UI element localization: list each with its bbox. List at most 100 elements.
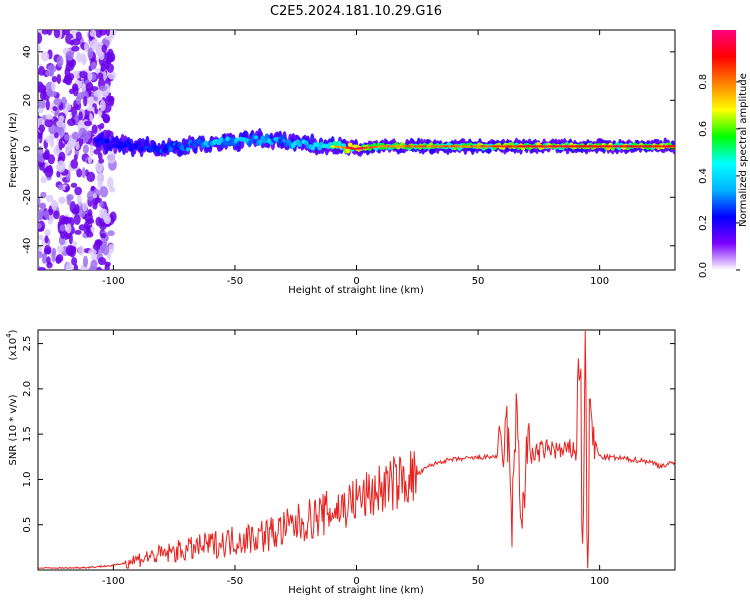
spectrogram-cell — [38, 99, 46, 110]
spectrogram-cell — [56, 244, 64, 254]
spectrogram-cell — [97, 110, 103, 117]
x-tick-label: -50 — [227, 276, 243, 287]
y-tick-label: -40 — [22, 238, 33, 254]
spectrogram-cell — [65, 102, 72, 111]
spectrogram-cell — [92, 193, 98, 199]
spectrogram-cell — [345, 147, 351, 154]
spectrogram-cell — [72, 240, 78, 247]
spectrogram-cell — [71, 257, 78, 266]
spectrogram-cell — [304, 140, 309, 146]
spectrogram-cell — [65, 262, 73, 270]
spectrogram-cell — [81, 129, 89, 138]
spectrogram-cell — [310, 145, 316, 151]
spectrogram-cell — [63, 216, 69, 223]
spectrogram-cell — [106, 55, 115, 62]
spectrogram-cell — [225, 136, 231, 142]
spectrogram-cell — [72, 83, 79, 92]
spectrogram-cell — [38, 196, 41, 205]
colorbar: 0.0 0.2 0.4 0.6 0.8 Normalized spectral ampl… — [698, 30, 749, 278]
spectrogram-cell — [86, 106, 95, 112]
spectrogram-cell — [44, 118, 54, 128]
spectrogram-cell — [88, 249, 97, 256]
spectrogram-cell — [46, 194, 54, 203]
colorbar-tick-label: 0.6 — [698, 121, 709, 137]
spectrogram-cell — [71, 38, 81, 46]
spectrogram-cell — [40, 176, 48, 184]
spectrogram-cell — [93, 89, 103, 98]
spectrogram-cell — [74, 229, 82, 235]
spectrogram-cell — [135, 142, 141, 148]
spectrogram-cell — [96, 142, 101, 148]
spectrogram-cell — [41, 30, 49, 35]
x-tick-label: -50 — [227, 576, 243, 587]
spectrogram-cell — [314, 141, 320, 148]
spectrogram-cell — [73, 264, 79, 270]
spectrogram-cell — [40, 191, 47, 199]
spectrogram-cell — [102, 244, 110, 256]
spectrogram-cell — [75, 142, 80, 150]
spectrogram-cell — [87, 47, 94, 60]
spectrogram-cell — [91, 254, 97, 261]
spectrogram-y-label: Frequency (Hz) — [8, 112, 19, 188]
spectrogram-cell — [87, 72, 93, 81]
spectrogram-cell — [40, 51, 50, 62]
spectrogram-cell — [98, 85, 107, 92]
snr-y-scale-text: (x104) — [5, 329, 19, 360]
spectrogram-cell — [102, 113, 111, 124]
spectrogram-cell — [99, 122, 105, 129]
spectrogram-cell — [45, 70, 54, 77]
spectrogram-cell — [63, 30, 70, 36]
spectrogram-cell — [84, 120, 93, 127]
spectrogram-cell — [105, 30, 111, 37]
spectrogram-cell — [107, 176, 114, 189]
spectrogram-marks — [38, 30, 675, 270]
colorbar-tick-label: 0.0 — [698, 262, 709, 278]
x-tick-label: -100 — [102, 576, 125, 587]
spectrogram-cell — [86, 96, 95, 103]
spectrogram-cell — [90, 61, 97, 70]
spectrogram-cell — [93, 243, 101, 251]
spectrogram-cell — [45, 114, 53, 120]
spectrogram-cell — [53, 97, 62, 106]
x-tick-label: 100 — [590, 276, 609, 287]
spectrogram-cell — [95, 266, 102, 270]
spectrogram-cell — [107, 71, 117, 80]
spectrogram-cell — [51, 199, 58, 211]
spectrogram-cell — [83, 95, 88, 107]
spectrogram-cell — [84, 169, 90, 177]
spectrogram-cell — [107, 230, 115, 237]
spectrogram-cell — [71, 246, 77, 253]
spectrogram-cell — [42, 152, 49, 160]
spectrogram-cell — [57, 184, 64, 191]
spectrogram-cell — [41, 254, 47, 264]
spectrogram-cell — [336, 140, 342, 147]
y-tick-label: 2.0 — [22, 381, 33, 397]
spectrogram-cell — [52, 105, 58, 112]
spectrogram-cell — [38, 251, 43, 259]
spectrogram-cell — [236, 141, 241, 147]
spectrogram-cell — [53, 210, 60, 220]
spectrogram-cell — [55, 254, 64, 263]
spectrogram-cell — [86, 231, 94, 238]
spectrogram-cell — [85, 223, 91, 233]
spectrogram-cell — [111, 143, 117, 149]
spectrogram-cell — [78, 245, 85, 256]
spectrogram-cell — [69, 201, 77, 213]
spectrogram-cell — [104, 138, 110, 144]
spectrogram-cell — [347, 142, 353, 148]
spectrogram-cell — [297, 142, 303, 148]
spectrogram-cell — [54, 132, 59, 139]
y-tick-label: 40 — [22, 45, 33, 58]
spectrogram-cell — [109, 211, 117, 222]
spectrogram-cell — [78, 111, 83, 121]
spectrogram-cell — [64, 67, 71, 79]
y-tick-label: 1.0 — [22, 471, 33, 487]
spectrogram-cell — [166, 142, 171, 148]
spectrogram-cell — [58, 138, 63, 151]
spectrogram-cell — [51, 76, 58, 83]
spectrogram-cell — [71, 45, 80, 52]
spectrogram-cell — [74, 186, 83, 196]
spectrogram-cell — [71, 131, 80, 140]
snr-y-label: SNR (10 * v/v) — [8, 394, 19, 465]
